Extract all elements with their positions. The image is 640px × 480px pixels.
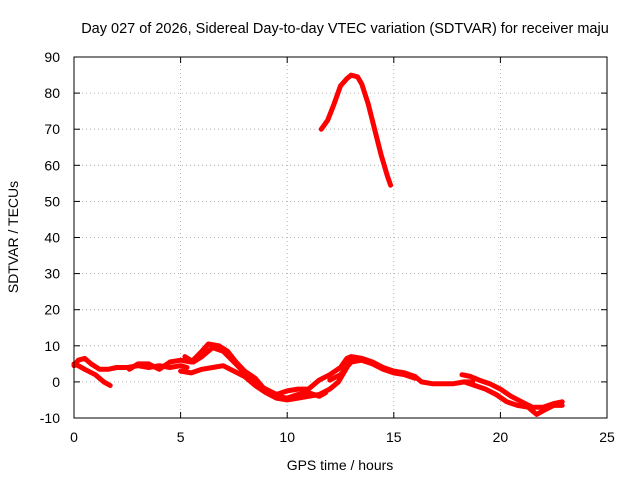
series-line-arc-d (178, 355, 354, 403)
tick-layer: 0 5 10 15 20 25 -10 0 10 20 30 40 50 60 70 80 90 (40, 49, 615, 445)
series-line-arc-e (182, 345, 476, 397)
y-tick-label: 70 (44, 121, 60, 137)
x-tick-label: 15 (386, 429, 402, 445)
x-tick-label: 0 (70, 429, 78, 445)
chart-title: Day 027 of 2026, Sidereal Day-to-day VTE… (81, 21, 609, 37)
x-axis-label: GPS time / hours (287, 457, 394, 473)
y-axis-label: SDTVAR / TECUs (5, 181, 21, 293)
y-tick-label: 10 (44, 338, 60, 354)
series-line-arc-f (327, 357, 418, 383)
y-tick-label: -10 (40, 410, 60, 426)
x-tick-label: 10 (279, 429, 295, 445)
y-tick-label: 30 (44, 266, 60, 282)
y-tick-label: 0 (52, 374, 60, 390)
series-line-arc-h (461, 379, 565, 417)
series-line-arc-c (126, 341, 329, 401)
y-tick-label: 80 (44, 85, 60, 101)
grid-layer (74, 57, 607, 418)
series-line-upper-arc (318, 72, 394, 188)
series-layer (71, 72, 565, 417)
x-tick-label: 25 (599, 429, 615, 445)
y-tick-label: 40 (44, 230, 60, 246)
x-tick-label: 20 (493, 429, 509, 445)
series-line-arc-g (459, 372, 565, 410)
y-tick-label: 50 (44, 193, 60, 209)
x-tick-label: 5 (177, 429, 185, 445)
y-tick-label: 20 (44, 302, 60, 318)
series-line-arc-b (71, 355, 190, 372)
y-tick-label: 90 (44, 49, 60, 65)
series-line-arc-a (71, 361, 113, 388)
y-tick-label: 60 (44, 157, 60, 173)
